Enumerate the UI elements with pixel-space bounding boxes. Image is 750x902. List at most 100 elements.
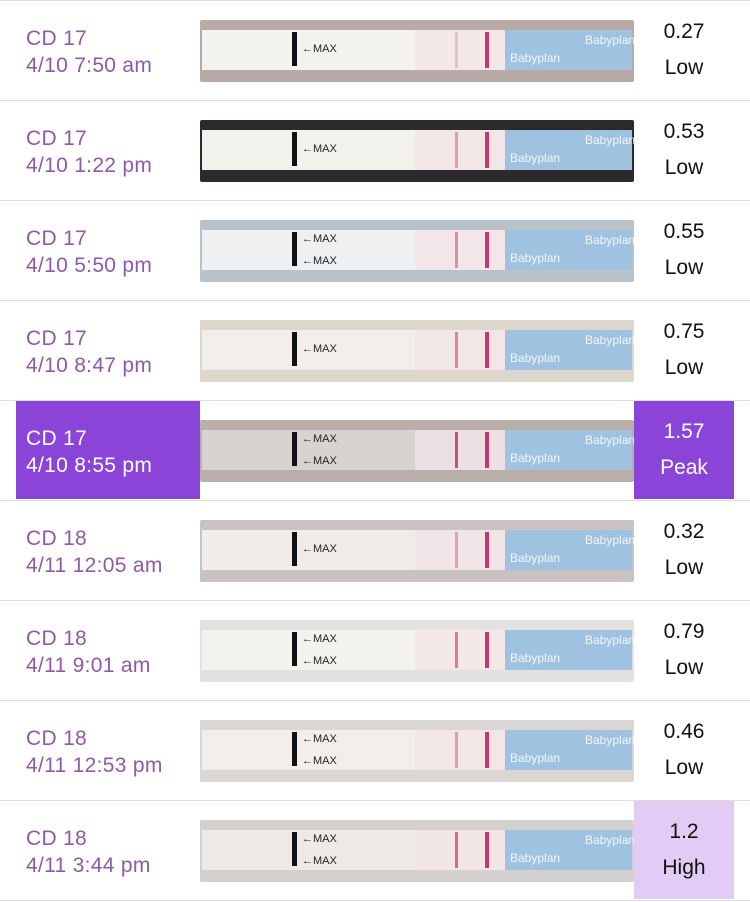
max-label: ←MAX xyxy=(302,233,338,245)
test-datetime: 4/11 3:44 pm xyxy=(26,854,151,877)
cycle-day: CD 18 xyxy=(26,727,88,750)
strip-window xyxy=(415,130,505,170)
max-line-mark xyxy=(292,832,297,866)
row-divider xyxy=(0,200,750,201)
test-row[interactable]: CD 18 4/11 12:53 pm ←MAX ←MAX Babyplan Baby… xyxy=(0,700,750,800)
brand-text: Babyplan xyxy=(585,433,634,447)
row-divider xyxy=(0,600,750,601)
test-strip-photo[interactable]: ←MAX Babyplan Babyplan xyxy=(200,520,634,582)
test-strip-photo[interactable]: ←MAX ←MAX Babyplan Babyplan xyxy=(200,720,634,782)
test-strip-photo[interactable]: ←MAX Babyplan Babyplan xyxy=(200,20,634,82)
control-line xyxy=(485,732,489,768)
test-reading: 0.53 Low xyxy=(634,101,734,199)
strip-window xyxy=(415,630,505,670)
test-value: 0.46 xyxy=(663,720,705,743)
control-line xyxy=(485,832,489,868)
test-row[interactable]: CD 17 4/10 8:47 pm ←MAX Babyplan Babyplan … xyxy=(0,300,750,400)
row-divider xyxy=(0,100,750,101)
test-reading: 0.27 Low xyxy=(634,1,734,99)
test-row-selected[interactable]: CD 17 4/10 8:55 pm ←MAX ←MAX Babyplan Babyp… xyxy=(0,400,750,500)
control-line xyxy=(485,232,489,268)
max-line-mark xyxy=(292,132,297,166)
brand-text: Babyplan xyxy=(585,33,634,47)
strip-brand-area xyxy=(505,830,632,870)
test-line xyxy=(455,732,458,768)
control-line xyxy=(485,132,489,168)
test-result: Low xyxy=(664,756,704,779)
test-datetime: 4/11 9:01 am xyxy=(26,654,151,677)
test-value: 1.2 xyxy=(669,820,699,843)
test-strip-photo[interactable]: ←MAX Babyplan Babyplan xyxy=(200,120,634,182)
max-label: ←MAX xyxy=(302,733,338,745)
test-strip-photo[interactable]: ←MAX ←MAX Babyplan Babyplan xyxy=(200,620,634,682)
cycle-day: CD 18 xyxy=(26,827,88,850)
test-datetime: 4/10 8:47 pm xyxy=(26,354,153,377)
test-value: 1.57 xyxy=(663,420,705,443)
test-value: 0.32 xyxy=(663,520,705,543)
test-row[interactable]: CD 17 4/10 7:50 am ←MAX Babyplan Babyplan … xyxy=(0,0,750,100)
strip-brand-area xyxy=(505,630,632,670)
test-datetime: 4/10 5:50 pm xyxy=(26,254,153,277)
brand-text: Babyplan xyxy=(510,651,560,665)
max-label: ←MAX xyxy=(302,43,338,55)
test-reading: 0.46 Low xyxy=(634,701,734,799)
strip-window xyxy=(415,730,505,770)
test-result: Low xyxy=(664,556,704,579)
row-divider xyxy=(0,400,750,401)
test-row[interactable]: CD 18 4/11 12:05 am ←MAX Babyplan Babyplan… xyxy=(0,500,750,600)
row-divider xyxy=(0,900,750,901)
test-line xyxy=(455,832,458,868)
test-reading-high: 1.2 High xyxy=(634,801,734,899)
test-reading: 0.79 Low xyxy=(634,601,734,699)
control-line xyxy=(485,632,489,668)
max-label: ←MAX xyxy=(302,655,338,667)
cycle-day: CD 17 xyxy=(26,327,88,350)
test-strip-photo[interactable]: ←MAX Babyplan Babyplan xyxy=(200,320,634,382)
strip-brand-area xyxy=(505,230,632,270)
test-strip-photo[interactable]: ←MAX ←MAX Babyplan Babyplan xyxy=(200,820,634,882)
test-line xyxy=(455,232,458,268)
strip-window xyxy=(415,430,505,470)
strip-window xyxy=(415,530,505,570)
test-reading: 0.32 Low xyxy=(634,501,734,599)
test-label: CD 18 4/11 12:05 am xyxy=(16,501,200,599)
test-label: CD 18 4/11 3:44 pm xyxy=(16,801,200,899)
test-row[interactable]: CD 17 4/10 5:50 pm ←MAX ←MAX Babyplan Babyp… xyxy=(0,200,750,300)
test-row[interactable]: CD 18 4/11 3:44 pm ←MAX ←MAX Babyplan Babyp… xyxy=(0,800,750,901)
brand-text: Babyplan xyxy=(585,533,634,547)
brand-text: Babyplan xyxy=(585,833,634,847)
test-line xyxy=(455,632,458,668)
brand-text: Babyplan xyxy=(585,733,634,747)
strip-window xyxy=(415,230,505,270)
brand-text: Babyplan xyxy=(510,851,560,865)
test-result: Low xyxy=(664,56,704,79)
test-result: Low xyxy=(664,656,704,679)
test-strip-photo[interactable]: ←MAX ←MAX Babyplan Babyplan xyxy=(200,220,634,282)
row-divider xyxy=(0,800,750,801)
test-row[interactable]: CD 17 4/10 1:22 pm ←MAX Babyplan Babyplan … xyxy=(0,100,750,200)
test-label: CD 17 4/10 8:47 pm xyxy=(16,301,200,399)
max-label: ←MAX xyxy=(302,833,338,845)
cycle-day: CD 18 xyxy=(26,627,88,650)
test-label: CD 18 4/11 12:53 pm xyxy=(16,701,200,799)
brand-text: Babyplan xyxy=(510,51,560,65)
max-line-mark xyxy=(292,32,297,66)
test-row[interactable]: CD 18 4/11 9:01 am ←MAX ←MAX Babyplan Babyp… xyxy=(0,600,750,700)
test-line xyxy=(455,132,458,168)
max-line-mark xyxy=(292,532,297,566)
test-reading: 0.55 Low xyxy=(634,201,734,299)
row-divider xyxy=(0,500,750,501)
test-strip-photo[interactable]: ←MAX ←MAX Babyplan Babyplan xyxy=(200,420,634,482)
test-datetime: 4/11 12:53 pm xyxy=(26,754,163,777)
cycle-day: CD 17 xyxy=(26,427,88,450)
strip-brand-area xyxy=(505,130,632,170)
strip-brand-area xyxy=(505,430,632,470)
test-result: Low xyxy=(664,156,704,179)
brand-text: Babyplan xyxy=(510,751,560,765)
max-line-mark xyxy=(292,632,297,666)
cycle-day: CD 17 xyxy=(26,227,88,250)
max-line-mark xyxy=(292,232,297,266)
test-value: 0.55 xyxy=(663,220,705,243)
max-label: ←MAX xyxy=(302,143,338,155)
max-line-mark xyxy=(292,432,297,466)
